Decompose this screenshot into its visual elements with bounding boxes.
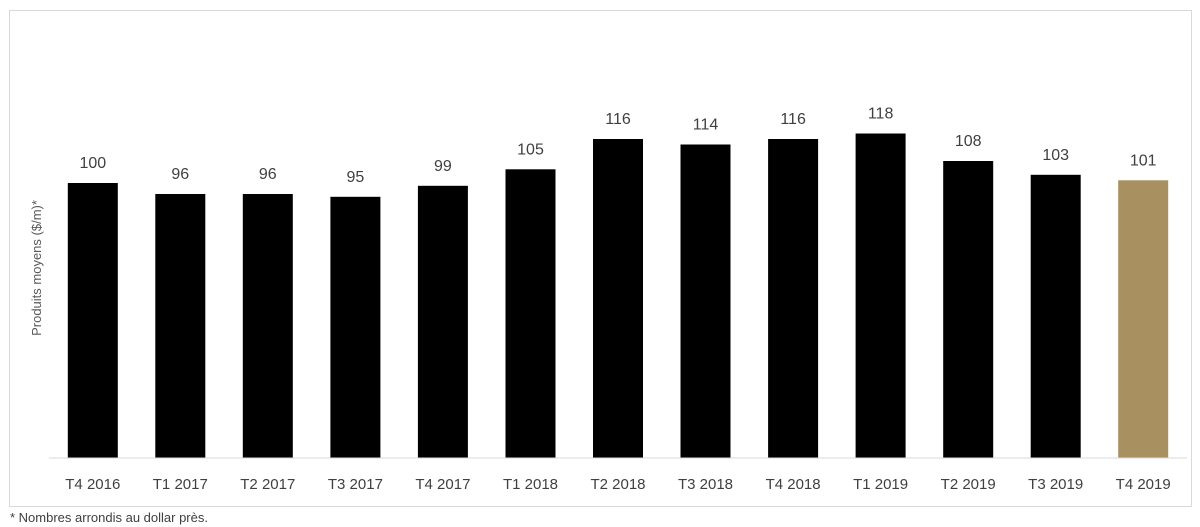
x-tick-label: T3 2017 [328,476,383,493]
x-tick-label: T1 2018 [503,476,558,493]
bar-t1-2017 [155,194,206,458]
bars-group [67,133,1169,459]
x-tick-label: T4 2018 [766,476,821,493]
bar-t3-2017 [330,196,381,459]
chart-frame [9,10,1192,507]
data-label: 116 [780,111,806,128]
data-label: 108 [955,133,982,150]
data-label: 100 [79,155,106,172]
x-tick-label: T4 2016 [65,476,120,493]
x-tick-label: T4 2017 [415,476,470,493]
x-tick-label: T3 2019 [1028,476,1083,493]
bar-t2-2017 [242,194,293,458]
data-label: 118 [868,106,894,123]
x-tick-label: T4 2019 [1116,476,1171,493]
bar-t4-2016 [67,183,118,458]
footnote: * Nombres arrondis au dollar près. [10,510,208,525]
data-labels-group: 100 96 96 95 99 105 116 114 116 118 108 103 101 [79,106,1156,186]
bar-t2-2018 [593,139,643,458]
bar-t3-2018 [680,144,731,458]
bar-chart: Produits moyens ($/m)* 100 96 96 95 99 105 116… [29,106,1187,493]
bar-t4-2019 [1118,180,1169,459]
bar-t3-2019 [1030,174,1081,459]
data-label: 103 [1042,147,1069,164]
data-label: 105 [517,141,544,158]
data-label: 95 [347,169,365,186]
bar-t1-2019 [855,133,906,458]
x-tick-label: T2 2017 [240,476,295,493]
data-label: 96 [171,166,189,183]
x-tick-label: T3 2018 [678,476,733,493]
data-label: 101 [1130,152,1157,169]
x-tick-label: T2 2018 [590,476,645,493]
bar-t4-2018 [768,139,819,458]
bar-t1-2018 [505,169,556,459]
x-tick-label: T1 2019 [853,476,908,493]
x-tick-labels-group: T4 2016 T1 2017 T2 2017 T3 2017 T4 2017 T1 20… [65,476,1170,493]
y-axis-label: Produits moyens ($/m)* [29,200,44,336]
data-label: 99 [434,158,452,175]
bar-t4-2017 [417,185,468,459]
data-label: 96 [259,166,277,183]
x-tick-label: T2 2019 [941,476,996,493]
bar-t2-2019 [943,161,994,458]
data-label: 116 [605,111,631,128]
x-tick-label: T1 2017 [153,476,208,493]
data-label: 114 [693,117,719,134]
